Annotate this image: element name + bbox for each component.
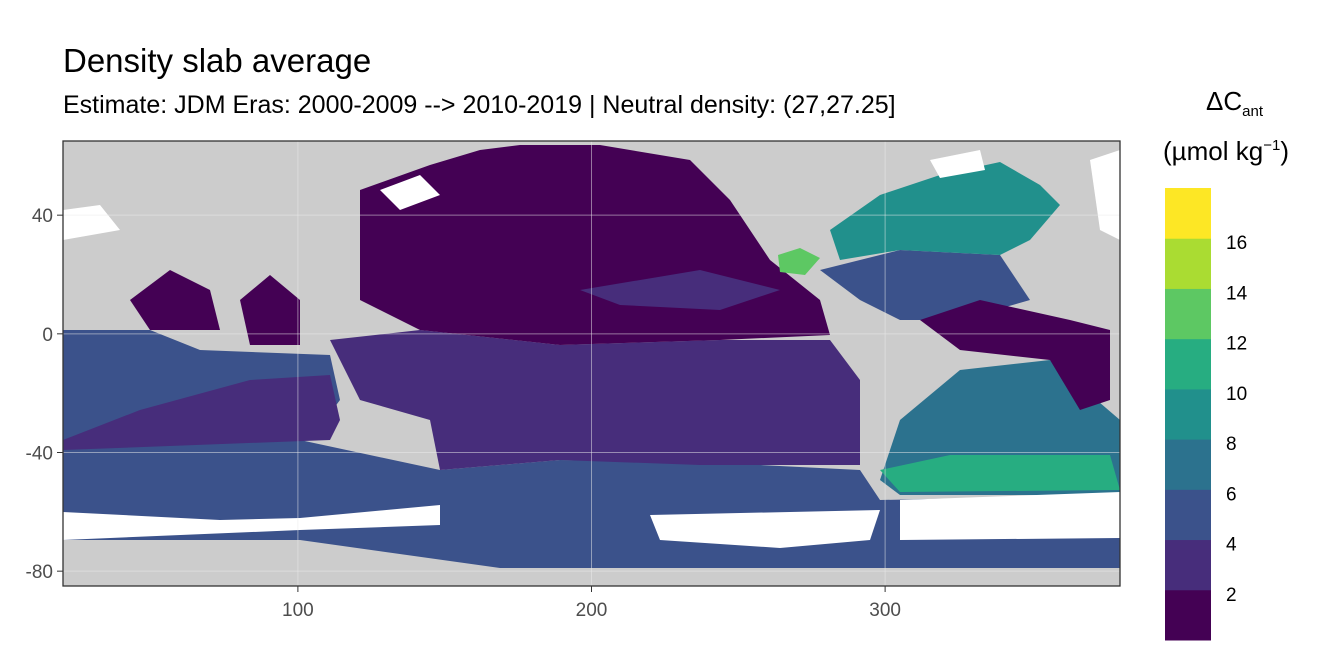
grid-lines (63, 141, 1120, 586)
x-tick-label: 100 (282, 600, 314, 621)
legend-title-subscript: ant (1242, 103, 1264, 120)
chart-title: Density slab average (63, 42, 372, 79)
region-indian-mid (63, 375, 340, 450)
x-axis: 100 200 300 (282, 586, 901, 621)
legend: 2 4 6 8 10 12 14 16 (1165, 188, 1248, 641)
legend-break-label: 6 (1226, 484, 1237, 505)
legend-title-main: ΔC (1206, 86, 1243, 116)
legend-break-label: 12 (1226, 334, 1247, 355)
no-data-antarctic (63, 492, 1120, 548)
legend-unit-superscript: −1 (1263, 137, 1281, 154)
region-gulf-of-mexico (778, 248, 820, 275)
region-north-atlantic (830, 162, 1060, 260)
x-tick-label: 200 (576, 600, 608, 621)
legend-title-variable: ΔCant (1206, 86, 1263, 120)
legend-color-step (1165, 388, 1211, 440)
legend-color-step (1165, 238, 1211, 289)
region-equatorial-atlantic (920, 300, 1110, 410)
y-tick-label: 0 (42, 325, 53, 346)
legend-break-label: 16 (1226, 233, 1247, 254)
region-south-atlantic-polar (880, 455, 1120, 492)
chart-subtitle: Estimate: JDM Eras: 2000-2009 --> 2010-2… (63, 91, 896, 119)
legend-break-label: 14 (1226, 283, 1248, 304)
legend-color-step (1165, 338, 1211, 390)
region-central-pacific (330, 330, 860, 470)
legend-color-step (1165, 489, 1211, 541)
x-tick-label: 300 (869, 600, 901, 621)
y-tick-label: -80 (26, 562, 53, 583)
legend-title-unit: (µmol kg−1) (1163, 136, 1289, 167)
legend-unit-suffix: ) (1280, 136, 1289, 166)
legend-color-step (1165, 288, 1211, 340)
region-bay-of-bengal (240, 275, 300, 345)
legend-color-step (1165, 539, 1211, 591)
legend-break-label: 4 (1226, 535, 1237, 556)
y-axis: 40 0 -40 -80 (26, 206, 63, 583)
legend-break-label: 2 (1226, 585, 1237, 606)
map-layer (63, 145, 1120, 568)
legend-unit-prefix: (µmol kg (1163, 136, 1264, 166)
legend-color-step (1165, 188, 1211, 239)
legend-color-step (1165, 439, 1211, 490)
region-north-pacific-band (580, 270, 780, 310)
y-tick-label: 40 (32, 206, 53, 227)
legend-break-label: 8 (1226, 434, 1237, 455)
region-arabian-sea (130, 270, 220, 330)
legend-color-step (1165, 589, 1211, 641)
y-tick-label: -40 (26, 444, 53, 465)
legend-break-label: 10 (1226, 384, 1247, 405)
